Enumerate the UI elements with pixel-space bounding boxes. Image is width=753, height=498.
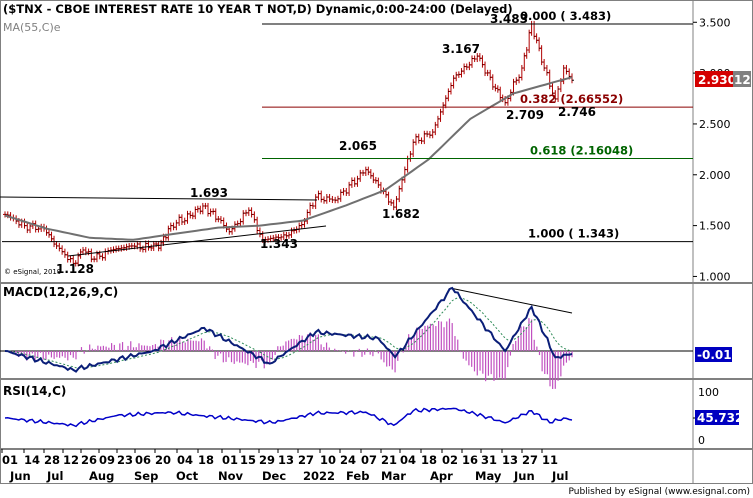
last-price-suffix-badge xyxy=(733,71,751,87)
x-month-label: Jul xyxy=(551,469,568,483)
rsi-title: RSI(14,C) xyxy=(3,384,66,398)
x-day-label: 13 xyxy=(278,453,294,467)
x-month-label: Mar xyxy=(381,469,406,483)
x-month-label: Nov xyxy=(218,469,244,483)
price-annotation: 3.483 xyxy=(490,12,528,26)
x-day-label: 12 xyxy=(63,453,79,467)
price-layer xyxy=(3,20,574,267)
x-month-label: Apr xyxy=(430,469,453,483)
x-month-label: Oct xyxy=(176,469,199,483)
x-day-label: 31 xyxy=(481,453,497,467)
x-day-label: 04 xyxy=(177,453,193,467)
x-day-label: 21 xyxy=(381,453,397,467)
x-day-label: 27 xyxy=(298,453,314,467)
x-month-label: Jun xyxy=(9,469,31,483)
x-day-label: 13 xyxy=(502,453,518,467)
x-day-label: 24 xyxy=(340,453,356,467)
price-annotation: 1.128 xyxy=(56,262,94,276)
x-axis: 01 14 28 12 26 09 23 06 20 04 18 01 15 29 13 27 10 24 07 21… xyxy=(1,449,568,483)
fib-level-label: 0.618 (2.16048) xyxy=(530,143,633,157)
trendline-lower xyxy=(67,225,327,257)
x-day-label: 23 xyxy=(117,453,133,467)
x-day-label: 09 xyxy=(99,453,115,467)
x-month-label: Jul xyxy=(46,469,63,483)
x-day-label: 16 xyxy=(462,453,478,467)
x-day-label: 14 xyxy=(24,453,40,467)
fib-level-label: 0.382 (2.66552) xyxy=(520,92,623,106)
price-tick-label: 1.500 xyxy=(699,220,731,233)
x-month-label: 2022 xyxy=(303,469,335,483)
macd-value-badge xyxy=(695,347,732,362)
x-day-label: 26 xyxy=(81,453,97,467)
price-annotation: 2.746 xyxy=(558,105,596,119)
fib-level-label: 1.000 ( 1.343) xyxy=(528,227,619,241)
x-month-label: Sep xyxy=(134,469,158,483)
macd-line xyxy=(4,286,573,373)
price-tick-label: 2.500 xyxy=(699,118,731,131)
x-month-label: May xyxy=(475,469,502,483)
x-month-label: Dec xyxy=(262,469,286,483)
rsi-tick-0: 0 xyxy=(698,434,705,447)
macd-value: -0.014 xyxy=(697,348,740,362)
copyright-text: © eSignal, 2019 xyxy=(4,268,61,276)
x-day-label: 10 xyxy=(320,453,336,467)
price-tick-label: 2.000 xyxy=(699,169,731,182)
price-tick-label: 3.500 xyxy=(699,16,731,29)
price-annotation: 2.709 xyxy=(506,108,544,122)
trend-lines xyxy=(0,196,573,314)
x-day-label: 01 xyxy=(222,453,238,467)
macd-title: MACD(12,26,9,C) xyxy=(3,285,118,299)
price-tick-label: 1.000 xyxy=(699,270,731,283)
x-day-label: 28 xyxy=(44,453,60,467)
ma-label: MA(55,C)e xyxy=(3,21,61,34)
macd-signal-line xyxy=(5,297,573,369)
rsi-tick-100: 100 xyxy=(698,386,719,399)
x-day-label: 02 xyxy=(442,453,458,467)
x-day-label: 01 xyxy=(2,453,18,467)
rsi-layer xyxy=(4,407,697,428)
price-annotation: 1.343 xyxy=(260,237,298,251)
x-month-label: Jun xyxy=(513,469,535,483)
fibonacci-levels: 0.000 ( 3.483) 0.382 (2.66552) 0.618 (2.16… xyxy=(2,9,693,243)
price-annotation: 2.065 xyxy=(339,139,377,153)
footer-text: Published by eSignal (www.esignal.com) xyxy=(568,487,750,497)
price-annotation: 1.693 xyxy=(190,186,228,200)
x-day-label: 06 xyxy=(135,453,151,467)
x-day-label: 20 xyxy=(155,453,171,467)
x-day-label: 27 xyxy=(522,453,538,467)
last-price-badge xyxy=(695,71,733,87)
x-day-label: 18 xyxy=(198,453,214,467)
trendline-upper xyxy=(0,196,318,201)
trendline-macd xyxy=(449,287,573,314)
macd-layer xyxy=(0,286,693,389)
chart-title: ($TNX - CBOE INTEREST RATE 10 YEAR T NOT… xyxy=(3,2,513,16)
last-price-suffix: 12 xyxy=(734,73,751,87)
rsi-line xyxy=(4,407,573,428)
x-day-label: 18 xyxy=(421,453,437,467)
price-annotation: 1.682 xyxy=(382,207,420,221)
price-annotations: 3.483 3.167 2.709 2.746 2.065 1.693 1.682 1.343… xyxy=(56,12,596,276)
price-annotation: 3.167 xyxy=(442,42,480,56)
x-day-label: 04 xyxy=(400,453,416,467)
rsi-panel-frame xyxy=(0,379,753,449)
x-day-label: 11 xyxy=(542,453,558,467)
last-price-value: 2.930 xyxy=(698,73,736,87)
ma-line xyxy=(4,76,573,241)
x-month-label: Feb xyxy=(346,469,369,483)
rsi-value-badge xyxy=(695,410,739,425)
rsi-value: 45.732 xyxy=(697,411,743,425)
x-day-label: 07 xyxy=(361,453,377,467)
x-month-label: Aug xyxy=(89,469,114,483)
fib-level-label: 0.000 ( 3.483) xyxy=(520,9,611,23)
x-day-label: 29 xyxy=(259,453,275,467)
x-day-label: 15 xyxy=(240,453,256,467)
